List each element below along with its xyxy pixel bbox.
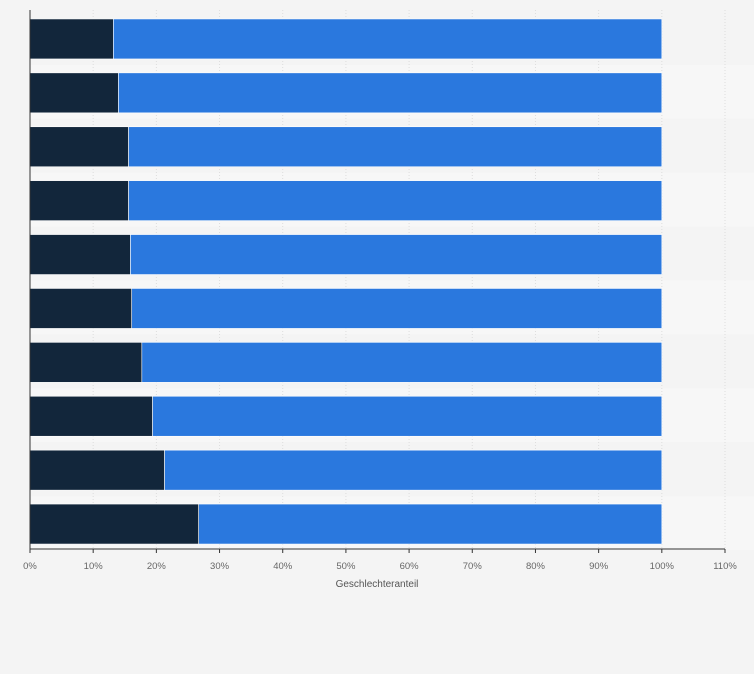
bar-segment-series-2 [113, 18, 663, 60]
x-tick-label: 80% [526, 561, 546, 572]
bar-segment-series-1 [29, 288, 133, 329]
x-tick-label: 110% [713, 561, 737, 572]
bar-segment-series-2 [141, 342, 663, 383]
bar-segment-series-1 [29, 395, 153, 437]
bar-segment-series-2 [118, 72, 663, 114]
x-tick-label: 20% [147, 561, 167, 572]
bar-segment-series-1 [29, 342, 143, 383]
bar-segment-series-2 [164, 449, 663, 491]
x-tick-label: 90% [589, 561, 609, 572]
bar-segment-series-2 [152, 395, 663, 437]
bar-segment-series-2 [128, 126, 663, 168]
bar-segment-series-2 [131, 288, 663, 329]
x-tick-label: 100% [650, 561, 675, 572]
bar-segment-series-1 [29, 180, 129, 221]
x-tick-label: 10% [84, 561, 104, 572]
x-tick-label: 30% [210, 561, 230, 572]
bar-segment-series-1 [29, 449, 165, 491]
bar-segment-series-1 [29, 126, 129, 168]
x-axis-title: Geschlechteranteil [336, 579, 419, 590]
bar-segment-series-1 [29, 18, 114, 60]
x-tick-label: 60% [400, 561, 420, 572]
axes [29, 10, 725, 550]
x-tick-label: 70% [463, 561, 483, 572]
bar-segment-series-1 [29, 503, 199, 545]
bar-segment-series-2 [130, 234, 663, 275]
x-tick-label: 40% [273, 561, 293, 572]
bars [29, 18, 663, 545]
x-tick-label: 50% [336, 561, 356, 572]
bar-segment-series-1 [29, 234, 131, 275]
bar-segment-series-2 [128, 180, 663, 221]
bar-segment-series-2 [198, 503, 663, 545]
bar-segment-series-1 [29, 72, 119, 114]
x-tick-label: 0% [23, 561, 37, 572]
x-tick-labels: 0% 10% 20% 30% 40% 50% 60% 70% 80% 90% 100% 110% [23, 549, 737, 572]
